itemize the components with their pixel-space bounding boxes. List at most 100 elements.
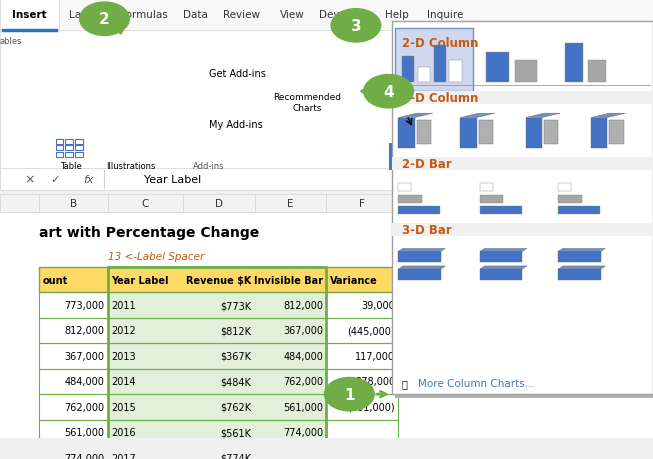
Circle shape [325, 378, 374, 411]
Text: 2017: 2017 [111, 453, 136, 459]
FancyBboxPatch shape [398, 196, 422, 203]
Text: Year Label: Year Label [144, 174, 201, 185]
Text: ount: ount [42, 275, 68, 285]
FancyBboxPatch shape [108, 369, 326, 394]
FancyBboxPatch shape [108, 445, 326, 459]
Text: 561,000: 561,000 [65, 427, 104, 437]
FancyBboxPatch shape [392, 22, 653, 394]
Text: Year Label: Year Label [111, 275, 168, 285]
FancyArrowPatch shape [362, 89, 371, 95]
FancyBboxPatch shape [39, 267, 398, 293]
Text: 812,000: 812,000 [283, 300, 323, 310]
Circle shape [331, 10, 381, 43]
FancyBboxPatch shape [480, 269, 522, 280]
Text: $773K: $773K [220, 300, 251, 310]
FancyBboxPatch shape [515, 62, 537, 83]
Text: fx: fx [83, 174, 93, 185]
Text: F: F [360, 199, 365, 209]
Text: 2013: 2013 [111, 351, 136, 361]
FancyBboxPatch shape [480, 196, 503, 203]
FancyBboxPatch shape [0, 168, 653, 190]
Text: $484K: $484K [221, 376, 251, 386]
FancyBboxPatch shape [588, 62, 605, 83]
Text: My Add-ins: My Add-ins [209, 120, 263, 129]
Polygon shape [480, 249, 527, 252]
Text: View: View [280, 11, 304, 20]
FancyBboxPatch shape [395, 25, 653, 398]
Text: 484,000: 484,000 [65, 376, 104, 386]
Text: art with Percentage Change: art with Percentage Change [39, 226, 259, 240]
Text: 13 <-Label Spacer: 13 <-Label Spacer [108, 252, 204, 262]
Text: 367,000: 367,000 [283, 326, 323, 336]
FancyBboxPatch shape [398, 269, 441, 280]
Text: Developer: Developer [319, 11, 373, 20]
Text: 278,000: 278,000 [355, 376, 395, 386]
Text: 812,000: 812,000 [65, 326, 104, 336]
Text: 3: 3 [351, 19, 361, 34]
Text: Add-ins: Add-ins [193, 162, 225, 171]
Text: 2011: 2011 [111, 300, 136, 310]
Text: 1: 1 [344, 387, 355, 402]
Polygon shape [398, 249, 445, 252]
FancyBboxPatch shape [108, 318, 326, 343]
FancyBboxPatch shape [0, 31, 653, 175]
FancyBboxPatch shape [480, 252, 522, 263]
FancyBboxPatch shape [480, 184, 493, 192]
FancyBboxPatch shape [392, 158, 653, 171]
Text: $367K: $367K [221, 351, 251, 361]
FancyBboxPatch shape [558, 269, 601, 280]
Text: Revenue $K: Revenue $K [186, 275, 251, 285]
Text: 773,000: 773,000 [65, 300, 104, 310]
Text: Formulas: Formulas [119, 11, 168, 20]
FancyBboxPatch shape [402, 57, 414, 83]
Text: E: E [287, 199, 294, 209]
Text: ables: ables [0, 37, 22, 46]
FancyBboxPatch shape [486, 53, 509, 83]
FancyBboxPatch shape [544, 120, 558, 145]
Polygon shape [526, 114, 560, 118]
FancyBboxPatch shape [480, 207, 522, 215]
Text: 561,000: 561,000 [283, 402, 323, 412]
Text: $812K: $812K [221, 326, 251, 336]
FancyBboxPatch shape [398, 184, 411, 192]
Text: $561K: $561K [221, 427, 251, 437]
FancyBboxPatch shape [398, 118, 415, 149]
Text: 2016: 2016 [111, 427, 136, 437]
FancyBboxPatch shape [434, 46, 446, 83]
FancyBboxPatch shape [392, 224, 653, 236]
Text: Illustrations: Illustrations [106, 162, 155, 171]
FancyBboxPatch shape [591, 118, 607, 149]
Text: $762K: $762K [220, 402, 251, 412]
FancyBboxPatch shape [558, 207, 600, 215]
FancyBboxPatch shape [108, 394, 326, 420]
FancyBboxPatch shape [108, 420, 326, 445]
Text: 762,000: 762,000 [283, 376, 323, 386]
Text: 4: 4 [383, 84, 394, 100]
Text: 3-D Bar: 3-D Bar [402, 224, 451, 236]
Polygon shape [558, 266, 605, 269]
Text: Invisible Bar: Invisible Bar [254, 275, 323, 285]
FancyBboxPatch shape [558, 252, 601, 263]
Text: 117,000: 117,000 [355, 351, 395, 361]
Text: More Column Charts...: More Column Charts... [418, 378, 535, 388]
Polygon shape [480, 266, 527, 269]
FancyArrowPatch shape [377, 392, 386, 397]
FancyBboxPatch shape [396, 156, 402, 171]
FancyBboxPatch shape [108, 293, 326, 318]
Polygon shape [460, 114, 495, 118]
Text: Insert: Insert [12, 11, 47, 20]
FancyArrowPatch shape [334, 26, 342, 31]
FancyBboxPatch shape [479, 120, 493, 145]
FancyBboxPatch shape [0, 0, 653, 184]
Text: 2012: 2012 [111, 326, 136, 336]
FancyBboxPatch shape [392, 92, 653, 105]
FancyBboxPatch shape [526, 118, 542, 149]
Text: Table: Table [59, 162, 82, 171]
Circle shape [364, 75, 413, 109]
FancyBboxPatch shape [417, 68, 430, 83]
FancyBboxPatch shape [404, 149, 409, 171]
Text: 📊: 📊 [402, 378, 407, 388]
Text: B: B [70, 199, 77, 209]
Text: 2-D Bar: 2-D Bar [402, 158, 451, 171]
Text: 2015: 2015 [111, 402, 136, 412]
